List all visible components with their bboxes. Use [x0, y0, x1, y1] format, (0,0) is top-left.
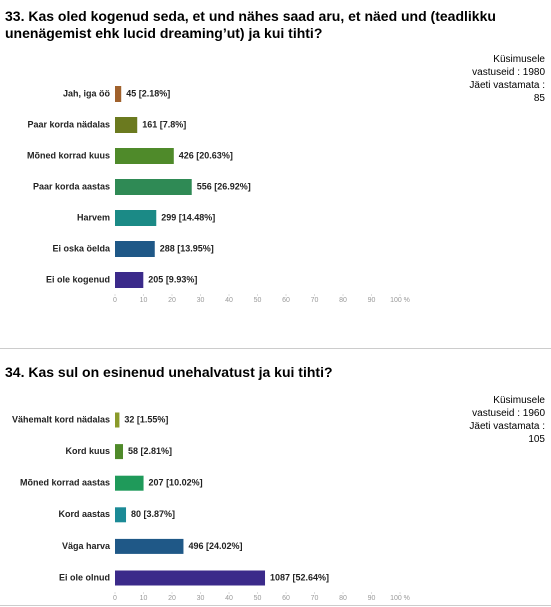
note: Jäeti vastamata : 105 — [469, 421, 545, 445]
value-label: 205 [9.93%] — [148, 274, 197, 284]
value-label: 1087 [52.64%] — [270, 572, 329, 582]
x-tick-label: 90 — [368, 297, 376, 304]
category-label: Paar korda aastas — [33, 181, 110, 191]
bar — [115, 475, 144, 491]
x-tick-label: 40 — [225, 595, 233, 602]
category-label: Ei ole kogenud — [46, 274, 110, 284]
x-tick-label: 90 — [368, 595, 376, 602]
bar — [115, 241, 155, 257]
note: Jäeti vastamata : 85 — [469, 80, 545, 104]
category-label: Harvem — [77, 212, 110, 222]
x-tick-label: 50 — [254, 297, 262, 304]
category-label: Jah, iga öö — [63, 88, 111, 98]
value-label: 496 [24.02%] — [188, 541, 242, 551]
x-tick-label: 80 — [339, 297, 347, 304]
bar — [115, 179, 192, 195]
value-label: 207 [10.02%] — [149, 478, 203, 488]
category-label: Mõned korrad aastas — [20, 478, 110, 488]
value-label: 288 [13.95%] — [160, 243, 214, 253]
x-tick-label: 20 — [168, 595, 176, 602]
x-tick-label: 70 — [311, 297, 319, 304]
bar — [115, 148, 174, 164]
x-tick-label: 50 — [254, 595, 262, 602]
bar — [115, 86, 122, 102]
value-label: 556 [26.92%] — [197, 181, 251, 191]
value-label: 161 [7.8%] — [142, 119, 186, 129]
bar — [115, 444, 124, 460]
category-label: Kord kuus — [65, 446, 110, 456]
x-tick-label: 20 — [168, 297, 176, 304]
bar — [115, 538, 184, 554]
note: Küsimusele vastuseid : 1980 — [472, 54, 545, 78]
bar — [115, 210, 157, 226]
x-tick-label: 10 — [140, 297, 148, 304]
x-tick-label: 30 — [197, 595, 205, 602]
x-tick-label: 40 — [225, 297, 233, 304]
x-tick-label: 60 — [282, 595, 290, 602]
x-tick-label: 30 — [197, 297, 205, 304]
x-tick-label: 0 — [113, 297, 117, 304]
bar — [115, 507, 127, 523]
x-tick-label: 100 % — [390, 595, 410, 602]
category-label: Paar korda nädalas — [27, 119, 110, 129]
category-label: Mõned korrad kuus — [27, 150, 110, 160]
value-label: 426 [20.63%] — [179, 150, 233, 160]
category-label: Ei ole olnud — [59, 572, 110, 582]
category-label: Vähemalt kord nädalas — [12, 414, 110, 424]
value-label: 299 [14.48%] — [161, 212, 215, 222]
chart-title: 34. Kas sul on esinenud unehalvatust ja … — [5, 364, 333, 380]
x-tick-label: 10 — [140, 595, 148, 602]
category-label: Ei oska öelda — [52, 243, 111, 253]
value-label: 80 [3.87%] — [131, 509, 175, 519]
bar — [115, 570, 266, 586]
value-label: 32 [1.55%] — [124, 414, 168, 424]
note: Küsimusele vastuseid : 1960 — [472, 395, 545, 419]
bar — [115, 117, 138, 133]
category-label: Väga harva — [62, 541, 111, 551]
x-tick-label: 80 — [339, 595, 347, 602]
x-tick-label: 70 — [311, 595, 319, 602]
bar — [115, 412, 120, 428]
value-label: 45 [2.18%] — [126, 88, 170, 98]
x-tick-label: 0 — [113, 595, 117, 602]
value-label: 58 [2.81%] — [128, 446, 172, 456]
chart-title: 33. Kas oled kogenud seda, et und nähes … — [5, 8, 496, 41]
x-tick-label: 100 % — [390, 297, 410, 304]
notes: Küsimusele vastuseid : 1960 Jäeti vastam… — [461, 394, 545, 446]
notes: Küsimusele vastuseid : 1980 Jäeti vastam… — [461, 53, 545, 105]
bar — [115, 272, 144, 288]
category-label: Kord aastas — [58, 509, 110, 519]
x-tick-label: 60 — [282, 297, 290, 304]
